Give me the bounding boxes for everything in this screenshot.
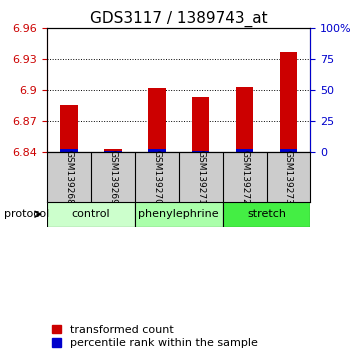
Bar	[223, 202, 310, 227]
Text: GSM139271: GSM139271	[196, 149, 205, 205]
Text: GSM139273: GSM139273	[284, 149, 293, 205]
Text: phenylephrine: phenylephrine	[138, 209, 219, 219]
Bar	[280, 52, 297, 152]
Bar	[236, 149, 253, 152]
Text: GSM139268: GSM139268	[64, 149, 73, 205]
Bar	[47, 202, 135, 227]
Bar	[60, 149, 78, 152]
Text: stretch: stretch	[247, 209, 286, 219]
Title: GDS3117 / 1389743_at: GDS3117 / 1389743_at	[90, 11, 268, 27]
Bar	[135, 202, 223, 227]
Bar	[104, 149, 122, 152]
Text: GSM139272: GSM139272	[240, 150, 249, 204]
Bar	[192, 97, 209, 152]
Bar	[148, 88, 165, 152]
Text: GSM139269: GSM139269	[108, 149, 117, 205]
Bar	[236, 87, 253, 152]
Text: control: control	[71, 209, 110, 219]
Bar	[60, 105, 78, 152]
Text: protocol: protocol	[4, 209, 49, 219]
Text: GSM139270: GSM139270	[152, 149, 161, 205]
Bar	[148, 149, 165, 152]
Bar	[192, 151, 209, 152]
Bar	[280, 149, 297, 152]
Legend: transformed count, percentile rank within the sample: transformed count, percentile rank withi…	[52, 325, 258, 348]
